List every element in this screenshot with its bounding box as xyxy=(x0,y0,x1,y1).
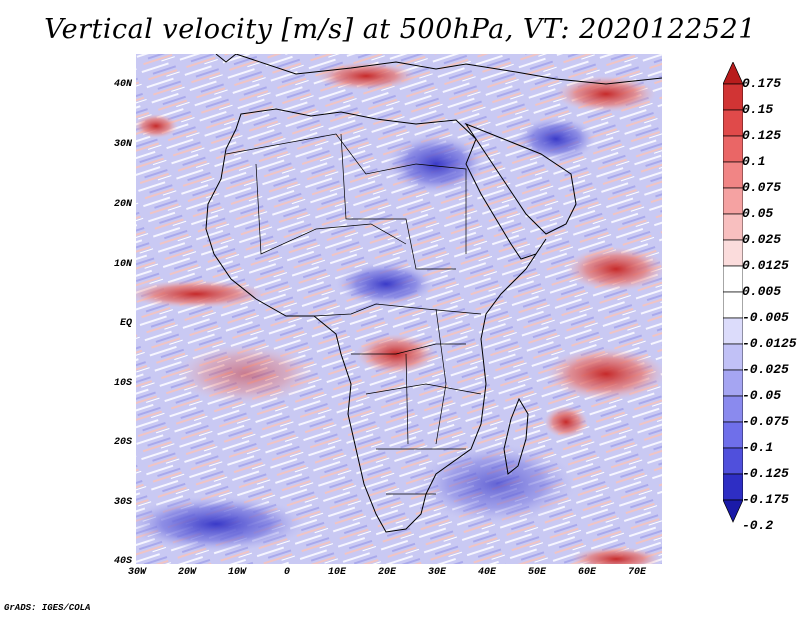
lat-label: 40S xyxy=(113,556,132,567)
colorbar-label: 0.0125 xyxy=(742,258,789,273)
colorbar-label: 0.1 xyxy=(742,154,766,169)
colorbar-label: -0.2 xyxy=(742,518,774,533)
lon-label: 10W xyxy=(227,567,246,578)
colorbar-label: 0.125 xyxy=(742,128,782,143)
colorbar-label: 0.15 xyxy=(742,102,774,117)
lat-label: 10S xyxy=(113,378,132,389)
colorbar-label: -0.175 xyxy=(742,492,789,507)
colorbar-segment xyxy=(723,291,743,319)
lat-label: 10N xyxy=(113,259,132,270)
colorbar-segment xyxy=(723,83,743,111)
colorbar-segment xyxy=(723,213,743,241)
lon-label: 50E xyxy=(527,567,546,578)
velocity-map xyxy=(136,54,662,564)
colorbar-label: 0.025 xyxy=(742,232,782,247)
colorbar-segment xyxy=(723,135,743,163)
colorbar-segment xyxy=(723,187,743,215)
colorbar-segment xyxy=(723,161,743,189)
lon-label: 40E xyxy=(477,567,496,578)
colorbar-segment xyxy=(723,239,743,267)
colorbar-segment xyxy=(723,317,743,345)
colorbar-segment xyxy=(723,369,743,397)
colorbar-top-arrow xyxy=(723,62,743,85)
chart-title: Vertical velocity [m/s] at 500hPa, VT: 2… xyxy=(44,14,756,45)
colorbar-label: -0.075 xyxy=(742,414,789,429)
lon-label: 10E xyxy=(327,567,346,578)
lat-label: EQ xyxy=(119,318,132,329)
colorbar-label: -0.125 xyxy=(742,466,789,481)
colorbar-segment xyxy=(723,421,743,449)
colorbar-label: 0.05 xyxy=(742,206,774,221)
lat-label: 30N xyxy=(113,139,132,150)
colorbar-label: -0.0125 xyxy=(742,336,797,351)
lon-label: 20W xyxy=(177,567,196,578)
colorbar-label: 0.005 xyxy=(742,284,782,299)
colorbar-label: -0.1 xyxy=(742,440,774,455)
colorbar-segment xyxy=(723,265,743,293)
colorbar-segment xyxy=(723,343,743,371)
lon-label: 60E xyxy=(577,567,596,578)
colorbar-label: -0.025 xyxy=(742,362,789,377)
colorbar-segment xyxy=(723,109,743,137)
country-borders xyxy=(225,133,482,495)
colorbar-label: -0.05 xyxy=(742,388,782,403)
colorbar-segment xyxy=(723,395,743,423)
colorbar xyxy=(723,62,743,523)
colorbar-bottom-arrow xyxy=(723,499,743,523)
lat-label: 20S xyxy=(113,437,132,448)
lat-label: 40N xyxy=(113,79,132,90)
footer-credit: GrADS: IGES/COLA xyxy=(4,603,91,613)
lon-label: 0 xyxy=(283,567,290,578)
lon-label: 70E xyxy=(627,567,646,578)
velocity-blobs xyxy=(136,62,662,564)
colorbar-segment xyxy=(723,473,743,501)
lon-label: 20E xyxy=(377,567,396,578)
colorbar-label: 0.075 xyxy=(742,180,782,195)
lon-label: 30W xyxy=(127,567,146,578)
coastlines xyxy=(205,54,662,533)
lat-label: 20N xyxy=(113,199,132,210)
colorbar-segment xyxy=(723,447,743,475)
lat-label: 30S xyxy=(113,497,132,508)
colorbar-label: 0.175 xyxy=(742,76,782,91)
colorbar-label: -0.005 xyxy=(742,310,789,325)
lon-label: 30E xyxy=(427,567,446,578)
